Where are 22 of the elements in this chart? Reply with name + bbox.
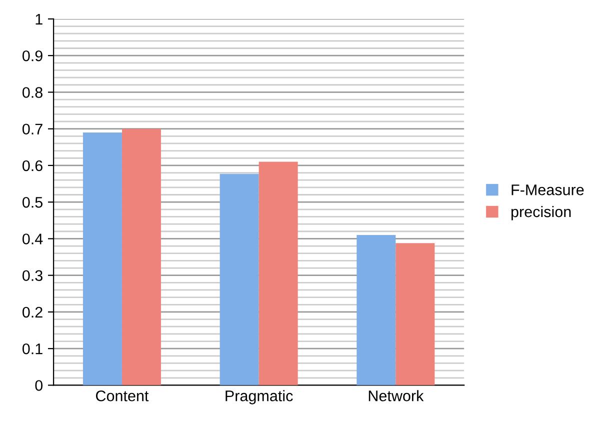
y-tick-label: 0.6 bbox=[22, 160, 42, 172]
y-tick-label: 0.1 bbox=[22, 343, 42, 354]
bar bbox=[82, 132, 122, 386]
bar bbox=[220, 174, 259, 386]
bar bbox=[122, 128, 161, 386]
y-tick-label: 0.5 bbox=[22, 196, 42, 208]
x-tick-label: Pragmatic bbox=[226, 390, 293, 404]
y-tick-label: 1 bbox=[36, 14, 42, 24]
y-tick-label: 0.2 bbox=[22, 306, 42, 318]
y-tick-label: 0.9 bbox=[22, 50, 42, 62]
x-tick-label: Content bbox=[96, 390, 149, 402]
y-tick-label: 0.8 bbox=[22, 87, 42, 98]
bar bbox=[258, 162, 298, 386]
bar bbox=[396, 243, 435, 386]
y-tick-label: 0.4 bbox=[22, 234, 43, 244]
bar bbox=[356, 235, 396, 386]
x-tick-label: Network bbox=[368, 390, 424, 402]
legend-label: precision bbox=[511, 206, 571, 220]
y-tick-label: 0 bbox=[35, 380, 43, 391]
y-tick-label: 0.7 bbox=[22, 124, 42, 135]
legend-label: F-Measure bbox=[512, 184, 584, 196]
y-tick-label: 0.3 bbox=[22, 270, 42, 282]
